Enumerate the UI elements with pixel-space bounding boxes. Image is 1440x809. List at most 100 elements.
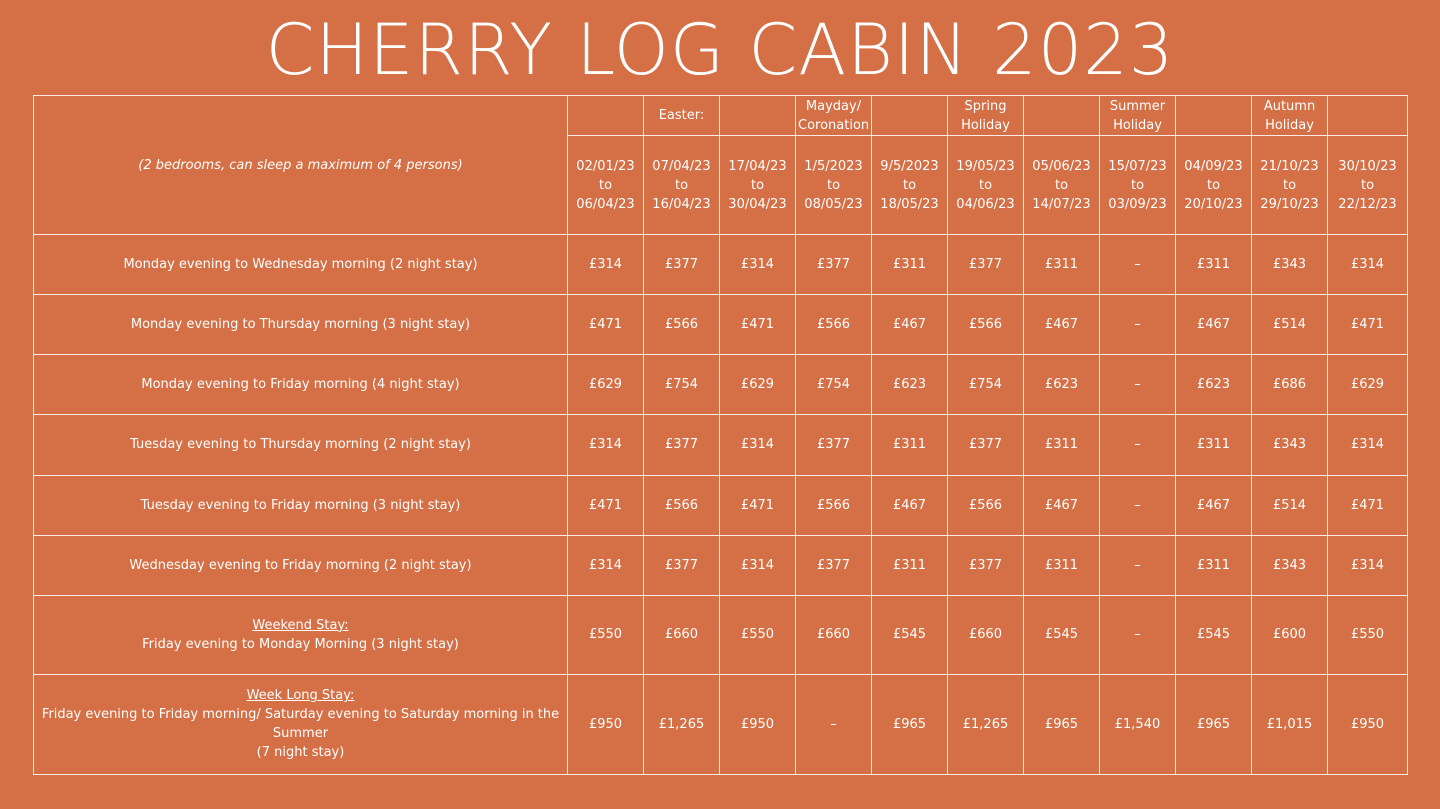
period-from: 9/5/2023 (880, 158, 939, 174)
stay-row: Wednesday evening to Friday morning (2 n… (33, 534, 1408, 596)
stay-description: Monday evening to Friday morning (4 nigh… (141, 377, 460, 393)
period-from: 21/10/23 (1260, 158, 1319, 174)
price-cell: £566 (947, 294, 1024, 356)
holiday-header-row: (2 bedrooms, can sleep a maximum of 4 pe… (33, 94, 1408, 236)
price-cell: £660 (947, 594, 1024, 675)
price-cell: £314 (1327, 234, 1408, 296)
price-cell: £566 (643, 294, 720, 356)
price-cell: £467 (871, 474, 948, 536)
price-cell: £965 (1023, 673, 1100, 776)
price-cell: £686 (1251, 354, 1328, 416)
price-cell: £754 (643, 354, 720, 416)
price-cell: £550 (567, 594, 644, 675)
holiday-label: Autumn Holiday (1251, 94, 1328, 137)
price-cell: £377 (795, 534, 872, 596)
period-to: 04/06/23 (956, 196, 1015, 212)
price-cell: £566 (947, 474, 1024, 536)
price-cell: £377 (643, 234, 720, 296)
price-cell: £314 (719, 234, 796, 296)
stay-row: Monday evening to Wednesday morning (2 n… (33, 234, 1408, 296)
price-cell: £377 (643, 414, 720, 476)
stay-label: Weekend Stay: Friday evening to Monday Mo… (33, 594, 568, 675)
date-period: 04/09/23 to 20/10/23 (1175, 135, 1252, 236)
stay-label: Monday evening to Friday morning (4 nigh… (33, 354, 568, 416)
price-cell: £471 (567, 474, 644, 536)
price-cell: – (795, 673, 872, 776)
period-from: 15/07/23 (1108, 158, 1167, 174)
price-cell: £311 (871, 534, 948, 596)
price-cell: £467 (1175, 474, 1252, 536)
price-cell: £467 (871, 294, 948, 356)
price-cell: £600 (1251, 594, 1328, 675)
price-cell: £660 (643, 594, 720, 675)
price-cell: £1,540 (1099, 673, 1176, 776)
price-cell: – (1099, 474, 1176, 536)
stay-description: Friday evening to Monday Morning (3 nigh… (142, 636, 459, 652)
period-from: 07/04/23 (652, 158, 711, 174)
period-from: 19/05/23 (956, 158, 1015, 174)
price-cell: £1,015 (1251, 673, 1328, 776)
price-cell: £471 (1327, 294, 1408, 356)
stay-description: Monday evening to Thursday morning (3 ni… (130, 317, 471, 333)
period-to: 20/10/23 (1184, 196, 1243, 212)
price-cell: £545 (871, 594, 948, 675)
stay-label: Monday evening to Wednesday morning (2 n… (33, 234, 568, 296)
price-cell: £311 (871, 234, 948, 296)
price-cell: £623 (1175, 354, 1252, 416)
period-to: 22/12/23 (1338, 196, 1397, 212)
price-cell: £545 (1175, 594, 1252, 675)
price-cell: £754 (947, 354, 1024, 416)
period-from: 02/01/23 (576, 158, 635, 174)
stay-row: Monday evening to Friday morning (4 nigh… (33, 354, 1408, 416)
period-to: 18/05/23 (880, 196, 939, 212)
price-table: (2 bedrooms, can sleep a maximum of 4 pe… (33, 94, 1408, 776)
period-to: 30/04/23 (728, 196, 787, 212)
price-cell: £965 (1175, 673, 1252, 776)
price-cell: £343 (1251, 414, 1328, 476)
period-to-word: to (598, 177, 613, 193)
period-from: 1/5/2023 (804, 158, 863, 174)
period-to-word: to (1360, 177, 1375, 193)
period-to-word: to (750, 177, 765, 193)
stay-label: Wednesday evening to Friday morning (2 n… (33, 534, 568, 596)
holiday-label (1175, 94, 1252, 137)
price-cell: £629 (719, 354, 796, 416)
holiday-label (567, 94, 644, 137)
price-cell: – (1099, 594, 1176, 675)
period-from: 30/10/23 (1338, 158, 1397, 174)
price-cell: £311 (1175, 414, 1252, 476)
holiday-label (1327, 94, 1408, 137)
price-cell: £343 (1251, 534, 1328, 596)
price-cell: £471 (719, 294, 796, 356)
price-cell: £314 (719, 534, 796, 596)
date-period: 15/07/23 to 03/09/23 (1099, 135, 1176, 236)
price-cell: £311 (1175, 534, 1252, 596)
price-cell: £950 (567, 673, 644, 776)
price-cell: £314 (567, 414, 644, 476)
price-cell: £467 (1023, 294, 1100, 356)
stay-description: Wednesday evening to Friday morning (2 n… (129, 557, 472, 573)
period-to-word: to (1282, 177, 1297, 193)
price-cell: £550 (1327, 594, 1408, 675)
stay-label: Week Long Stay: Friday evening to Friday … (33, 673, 568, 776)
price-cell: £550 (719, 594, 796, 675)
price-cell: £311 (1175, 234, 1252, 296)
price-cell: £545 (1023, 594, 1100, 675)
stay-row: Tuesday evening to Thursday morning (2 n… (33, 414, 1408, 476)
date-period: 05/06/23 to 14/07/23 (1023, 135, 1100, 236)
period-from: 05/06/23 (1032, 158, 1091, 174)
date-period: 07/04/23 to 16/04/23 (643, 135, 720, 236)
price-cell: £965 (871, 673, 948, 776)
price-cell: £629 (1327, 354, 1408, 416)
period-to-word: to (826, 177, 841, 193)
price-cell: £471 (719, 474, 796, 536)
holiday-label: Mayday/ Coronation (795, 94, 872, 137)
period-to-word: to (978, 177, 993, 193)
price-cell: £343 (1251, 234, 1328, 296)
price-cell: £623 (1023, 354, 1100, 416)
stay-row: Tuesday evening to Friday morning (3 nig… (33, 474, 1408, 536)
date-period: 17/04/23 to 30/04/23 (719, 135, 796, 236)
period-to-word: to (674, 177, 689, 193)
price-cell: £377 (795, 414, 872, 476)
stay-label: Tuesday evening to Friday morning (3 nig… (33, 474, 568, 536)
